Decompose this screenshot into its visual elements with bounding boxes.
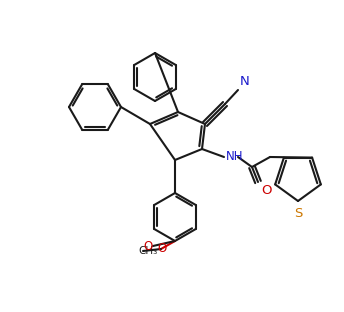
Text: CH₃: CH₃: [138, 246, 157, 256]
Text: N: N: [240, 75, 250, 88]
Text: O: O: [157, 241, 166, 255]
Text: NH: NH: [226, 150, 244, 163]
Text: O: O: [144, 240, 153, 252]
Text: O: O: [261, 184, 271, 197]
Text: S: S: [294, 207, 302, 220]
